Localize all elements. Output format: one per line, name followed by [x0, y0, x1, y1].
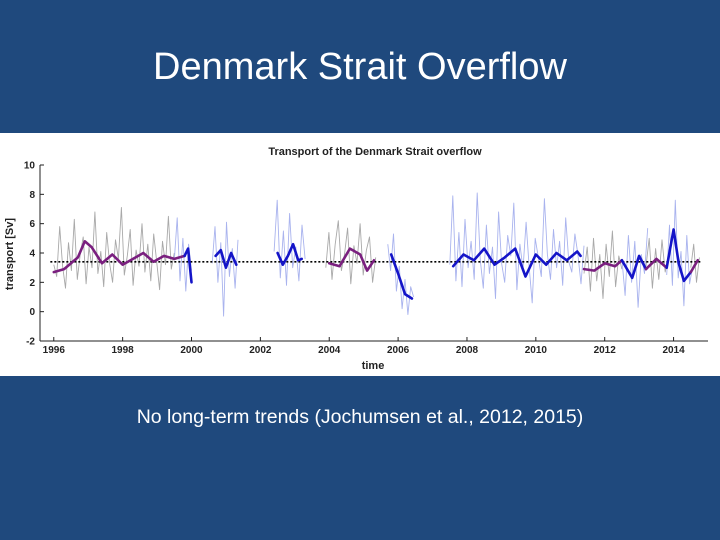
plot-area: -2 0 2 4 6 8 10 1996 1998 2000 2002 2004 2006 2008 201…	[24, 161, 708, 356]
chart-title: Transport of the Denmark Strait overflow	[268, 146, 482, 158]
x-tick-label: 2004	[318, 345, 341, 356]
x-tick-label: 2014	[662, 345, 685, 356]
x-axis-title: time	[362, 360, 385, 372]
y-tick-label: 6	[29, 219, 35, 230]
x-tick-label: 2006	[387, 345, 410, 356]
raw-series-5	[325, 220, 377, 285]
y-axis-title: transport [Sv]	[4, 218, 16, 290]
slide-title: Denmark Strait Overflow	[153, 46, 567, 88]
lowpass-series-7	[451, 247, 582, 278]
raw-series-1	[53, 207, 175, 291]
x-tick-label: 2002	[249, 345, 272, 356]
raw-series-8	[583, 230, 623, 299]
y-tick-label: 2	[29, 278, 35, 289]
x-tick-label: 2000	[180, 345, 203, 356]
raw-series-9	[621, 228, 649, 308]
x-tick-label: 1998	[112, 345, 135, 356]
y-tick-label: 8	[29, 190, 35, 201]
lowpass-series-2	[183, 247, 193, 284]
lowpass-series-1	[52, 240, 186, 274]
raw-series-3	[211, 221, 239, 317]
x-tick-label: 2012	[594, 345, 617, 356]
chart-figure: Transport of the Denmark Strait overflow…	[0, 133, 720, 376]
raw-series-4	[273, 199, 306, 286]
slide-caption: No long-term trends (Jochumsen et al., 2…	[136, 406, 584, 428]
lowpass-series-5	[327, 247, 376, 272]
x-tick-label: 2010	[525, 345, 548, 356]
raw-series-7	[449, 192, 585, 304]
lowpass-series-3	[214, 248, 238, 269]
lowpass-series-4	[276, 242, 304, 266]
lowpass-series-8	[582, 259, 624, 272]
lowpass-series-12	[689, 259, 700, 274]
y-tick-label: 0	[29, 307, 35, 318]
raw-series-6	[387, 233, 415, 316]
lowpass-series-11	[665, 228, 693, 283]
transport-chart: Transport of the Denmark Strait overflow…	[4, 146, 708, 372]
raw-series-10	[645, 237, 669, 289]
y-tick-label: 10	[24, 161, 36, 172]
x-tick-label: 1996	[43, 345, 66, 356]
lowpass-series-6	[389, 253, 414, 300]
lowpass-series-9	[620, 254, 648, 280]
y-tick-label: 4	[29, 249, 35, 260]
x-tick-label: 2008	[456, 345, 479, 356]
raw-series-2	[173, 217, 192, 292]
y-tick-label: -2	[26, 337, 35, 348]
lowpass-series-10	[644, 257, 669, 271]
